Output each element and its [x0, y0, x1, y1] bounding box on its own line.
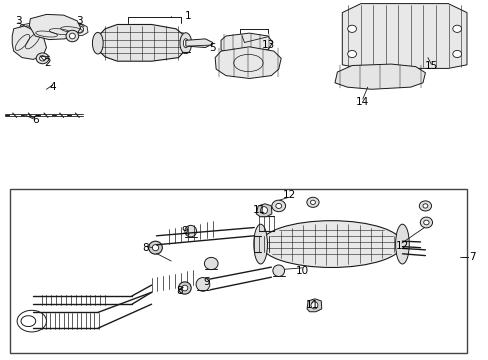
- Text: 9: 9: [181, 226, 188, 236]
- Text: 15: 15: [424, 60, 437, 71]
- Polygon shape: [185, 39, 212, 48]
- Ellipse shape: [310, 200, 315, 204]
- Polygon shape: [221, 33, 272, 53]
- Ellipse shape: [423, 220, 428, 225]
- Polygon shape: [256, 204, 271, 217]
- Ellipse shape: [183, 39, 188, 48]
- Text: 1: 1: [184, 11, 191, 21]
- Polygon shape: [98, 24, 185, 61]
- Text: 14: 14: [355, 96, 369, 107]
- Ellipse shape: [204, 257, 218, 270]
- Ellipse shape: [419, 217, 432, 228]
- Text: 3: 3: [15, 16, 22, 26]
- Ellipse shape: [347, 25, 356, 32]
- Text: 3: 3: [76, 16, 83, 26]
- Text: 12: 12: [282, 190, 296, 200]
- Ellipse shape: [310, 302, 317, 309]
- Text: 10: 10: [295, 266, 308, 276]
- Ellipse shape: [395, 224, 408, 264]
- Ellipse shape: [306, 197, 319, 207]
- Polygon shape: [306, 299, 321, 312]
- Polygon shape: [215, 47, 281, 78]
- Ellipse shape: [152, 245, 158, 251]
- Ellipse shape: [76, 26, 83, 33]
- Text: 9: 9: [203, 276, 209, 287]
- Polygon shape: [334, 64, 425, 89]
- Ellipse shape: [422, 204, 427, 208]
- Ellipse shape: [260, 221, 402, 267]
- Ellipse shape: [452, 50, 461, 58]
- Text: 8: 8: [142, 243, 149, 253]
- Text: 13: 13: [261, 40, 274, 50]
- Text: 6: 6: [32, 115, 39, 125]
- Ellipse shape: [275, 203, 281, 208]
- Bar: [10, 189, 466, 353]
- Text: 2: 2: [44, 58, 51, 68]
- Ellipse shape: [180, 33, 191, 54]
- Ellipse shape: [271, 200, 285, 212]
- Text: 11: 11: [252, 204, 265, 215]
- Ellipse shape: [347, 50, 356, 58]
- Ellipse shape: [253, 224, 267, 264]
- Ellipse shape: [66, 30, 79, 42]
- Ellipse shape: [184, 225, 196, 237]
- Ellipse shape: [69, 33, 75, 39]
- Ellipse shape: [272, 265, 284, 276]
- Ellipse shape: [40, 55, 45, 61]
- Ellipse shape: [92, 32, 103, 54]
- Ellipse shape: [260, 207, 267, 214]
- Text: 8: 8: [176, 286, 183, 296]
- Text: 5: 5: [209, 42, 216, 53]
- Polygon shape: [12, 26, 46, 59]
- Text: 12: 12: [394, 240, 408, 251]
- Ellipse shape: [178, 282, 191, 294]
- Ellipse shape: [148, 241, 162, 254]
- Ellipse shape: [196, 278, 209, 291]
- Ellipse shape: [23, 26, 31, 33]
- Polygon shape: [72, 24, 88, 36]
- Ellipse shape: [452, 25, 461, 32]
- Polygon shape: [29, 14, 81, 40]
- Text: 7: 7: [468, 252, 475, 262]
- Ellipse shape: [182, 285, 187, 291]
- Ellipse shape: [36, 53, 49, 64]
- Polygon shape: [342, 4, 466, 68]
- Text: 11: 11: [305, 300, 318, 310]
- Polygon shape: [19, 23, 37, 35]
- Text: 4: 4: [49, 82, 56, 92]
- Ellipse shape: [418, 201, 431, 211]
